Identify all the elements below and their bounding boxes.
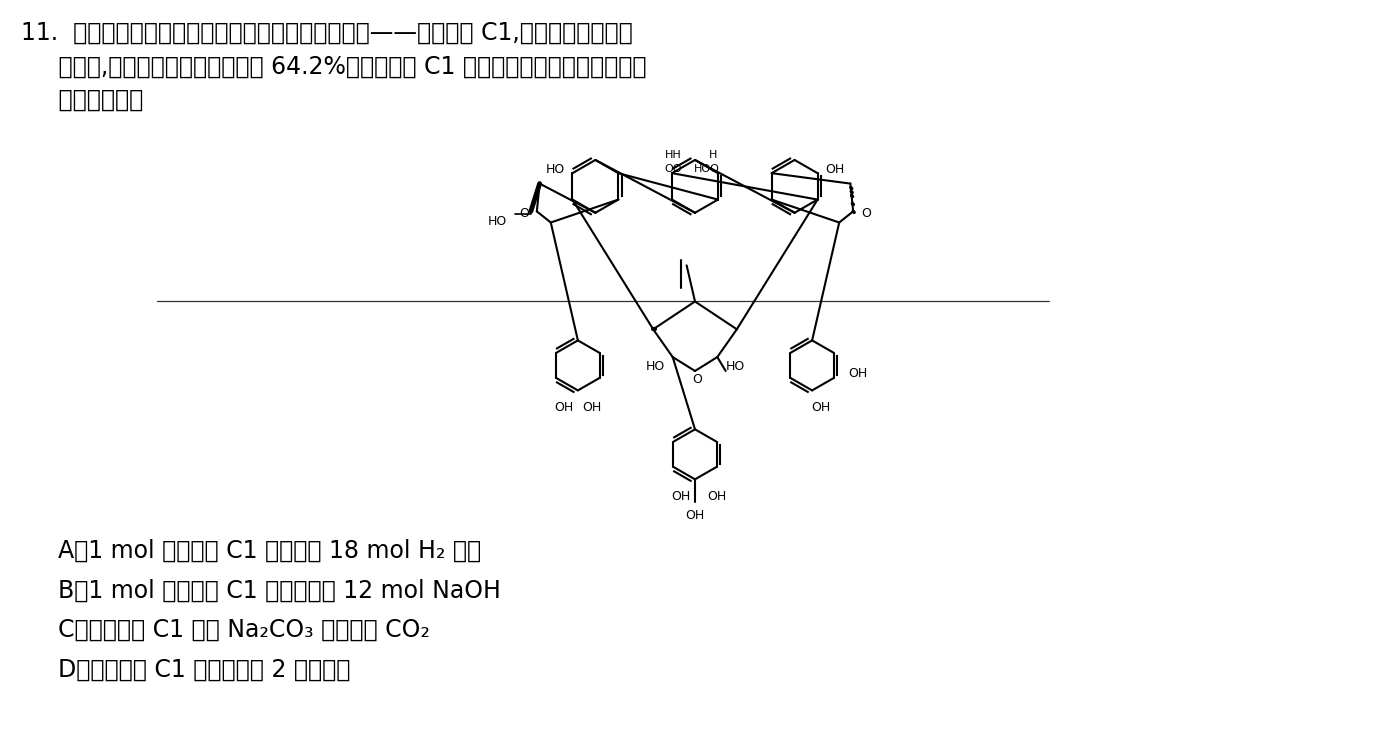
Text: OH: OH [671,490,691,502]
Text: OH: OH [582,400,602,414]
Text: HO: HO [545,163,564,176]
Text: O: O [862,207,872,220]
Text: HH: HH [664,149,681,160]
Text: OH: OH [685,509,705,522]
Text: HO: HO [726,360,745,373]
Text: HO: HO [645,360,664,373]
Text: A．1 mol 原花青素 C1 最多能与 18 mol H₂ 反应: A．1 mol 原花青素 C1 最多能与 18 mol H₂ 反应 [57,539,481,563]
Text: 老细胞,有效使实验鼠的寿命延长 64.2%。原花青素 C1 的结构简式如图所示。下列说: 老细胞,有效使实验鼠的寿命延长 64.2%。原花青素 C1 的结构简式如图所示。… [21,54,646,78]
Text: 法不正确的是: 法不正确的是 [21,88,143,112]
Text: OH: OH [810,400,830,414]
Text: OH: OH [848,367,867,380]
Text: 11.  我国某科研团队发现葡萄籽中的一种天然化合物——原花青素 C1,该物质能破坏促衰: 11. 我国某科研团队发现葡萄籽中的一种天然化合物——原花青素 C1,该物质能破… [21,20,632,45]
Text: B．1 mol 原花青素 C1 最多能消耗 12 mol NaOH: B．1 mol 原花青素 C1 最多能消耗 12 mol NaOH [57,578,500,602]
Text: OO: OO [664,163,682,173]
Text: HO: HO [488,214,507,228]
Text: OH: OH [555,400,574,414]
Text: O: O [692,373,702,386]
Text: H: H [709,149,717,160]
Text: O: O [518,207,528,220]
Text: D．原花青素 C1 分子内含有 2 种官能团: D．原花青素 C1 分子内含有 2 种官能团 [57,658,350,681]
Text: OH: OH [708,490,727,502]
Text: OH: OH [826,163,845,176]
Text: C．原花青素 C1 能与 Na₂CO₃ 反应放出 CO₂: C．原花青素 C1 能与 Na₂CO₃ 反应放出 CO₂ [57,618,430,642]
Text: HOO: HOO [694,163,720,173]
